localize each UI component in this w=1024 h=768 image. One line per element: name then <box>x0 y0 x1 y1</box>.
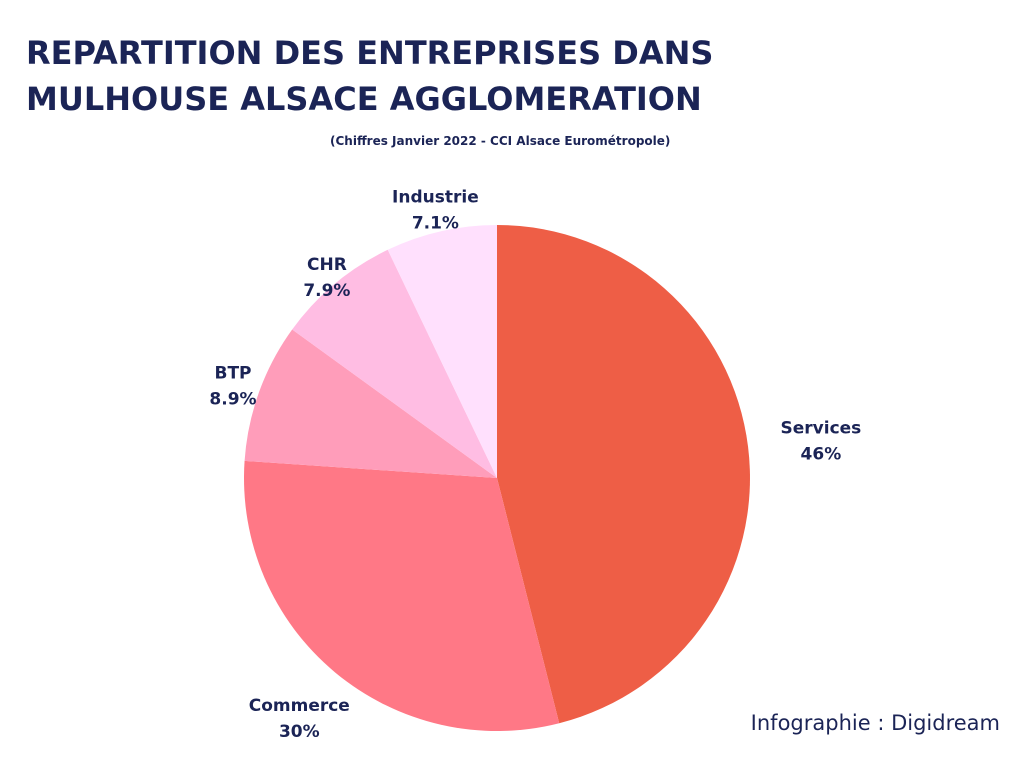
pie-labels: Services 46% Commerce 30% BTP 8.9% CHR 7.9% Indu… <box>209 188 862 742</box>
pie-slice-services <box>497 225 750 724</box>
pie-slice-commerce <box>244 460 560 731</box>
slice-value-industrie: 7.1% <box>412 214 459 234</box>
chart-title-line-2: MULHOUSE ALSACE AGGLOMERATION <box>26 80 702 118</box>
pie-slice-industrie <box>387 225 497 478</box>
slice-label-industrie: Industrie <box>392 188 479 208</box>
chart-title: REPARTITION DES ENTREPRISES DANS MULHOUS… <box>26 30 713 122</box>
pie-slices <box>244 225 750 731</box>
slice-value-chr: 7.9% <box>303 281 350 301</box>
slice-label-chr: CHR <box>307 255 347 275</box>
slice-label-services: Services <box>781 419 862 439</box>
slice-value-services: 46% <box>801 445 842 465</box>
pie-slice-btp <box>244 329 497 478</box>
chart-title-line-1: REPARTITION DES ENTREPRISES DANS <box>26 34 714 72</box>
slice-label-btp: BTP <box>214 363 251 383</box>
slice-label-commerce: Commerce <box>249 696 350 716</box>
chart-subtitle: (Chiffres Janvier 2022 - CCI Alsace Euro… <box>330 134 671 148</box>
slice-value-commerce: 30% <box>279 722 320 742</box>
pie-slice-chr <box>292 249 497 478</box>
slice-value-btp: 8.9% <box>209 389 256 409</box>
infographic-credit: Infographie : Digidream <box>750 711 1000 735</box>
